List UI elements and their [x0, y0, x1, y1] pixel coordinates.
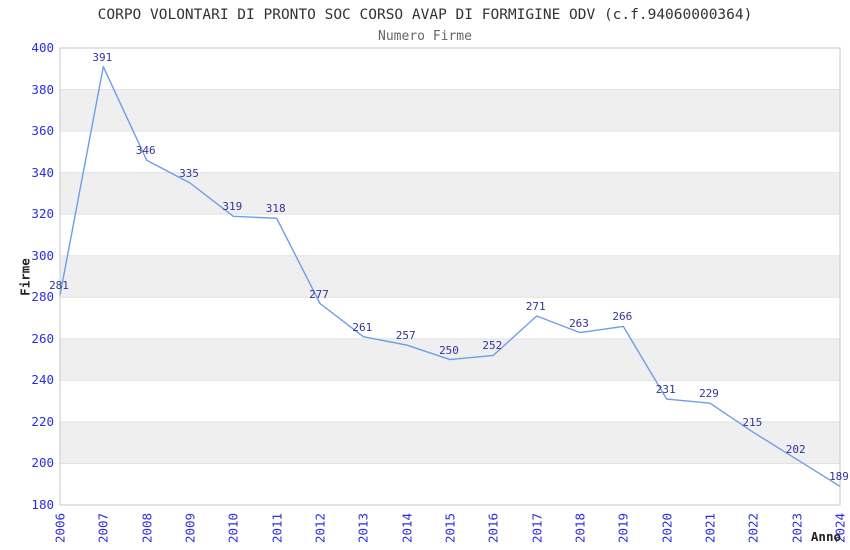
grid-band [60, 172, 840, 215]
x-tick-label: 2023 [789, 512, 805, 544]
data-point-label: 189 [829, 470, 849, 484]
x-tick-label: 2009 [182, 512, 198, 544]
plot-border [59, 47, 841, 506]
x-tick-label: 2013 [355, 512, 371, 544]
chart-subtitle: Numero Firme [378, 29, 472, 44]
data-point-label: 319 [222, 200, 243, 214]
grid-band [60, 421, 840, 464]
data-point-label: 391 [92, 50, 113, 64]
x-tick-label: 2011 [269, 512, 285, 544]
x-tick-label: 2016 [485, 512, 501, 544]
data-point-label: 318 [265, 202, 286, 216]
grid-band [60, 89, 840, 132]
data-point-label: 252 [482, 339, 503, 353]
x-tick-label: 2020 [659, 512, 675, 544]
data-point-label: 266 [612, 310, 633, 324]
x-tick-label: 2017 [529, 512, 545, 544]
y-tick-label: 360 [31, 123, 54, 139]
y-tick-label: 220 [31, 413, 54, 429]
data-point-label: 257 [395, 329, 416, 343]
data-point-label: 277 [309, 287, 329, 301]
y-tick-label: 400 [31, 40, 54, 55]
x-tick-label: 2008 [139, 512, 155, 544]
y-tick-label: 260 [31, 330, 54, 346]
y-tick-label: 180 [31, 497, 54, 512]
y-tick-label: 380 [31, 81, 54, 97]
x-tick-label: 2007 [95, 512, 111, 544]
y-tick-label: 320 [31, 206, 54, 222]
y-tick-label: 240 [31, 372, 54, 388]
y-tick-label: 300 [31, 247, 54, 263]
x-tick-label: 2021 [702, 512, 718, 544]
data-point-label: 229 [699, 387, 719, 401]
data-point-label: 215 [742, 416, 763, 430]
data-point-label: 250 [439, 343, 459, 357]
data-point-label: 281 [49, 279, 69, 293]
x-tick-label: 2012 [312, 512, 328, 544]
data-point-label: 231 [655, 383, 676, 397]
x-tick-label: 2006 [52, 512, 68, 544]
x-tick-label: 2022 [745, 512, 761, 544]
x-tick-label: 2015 [442, 512, 458, 544]
grid-band [60, 255, 840, 298]
x-tick-label: 2014 [399, 512, 415, 544]
data-point-label: 263 [569, 316, 589, 330]
y-tick-label: 280 [31, 289, 54, 305]
data-point-label: 346 [135, 144, 156, 158]
data-point-label: 335 [179, 167, 199, 181]
chart-title: CORPO VOLONTARI DI PRONTO SOC CORSO AVAP… [97, 7, 753, 23]
data-point-label: 271 [525, 299, 546, 313]
series-line [59, 65, 841, 487]
x-axis-title: Anno [810, 529, 841, 544]
data-point-label: 261 [352, 320, 373, 334]
x-tick-label: 2018 [572, 512, 588, 544]
y-tick-label: 340 [31, 164, 54, 180]
x-tick-label: 2010 [225, 512, 241, 544]
y-axis-title: Firme [17, 258, 33, 296]
data-point-label: 202 [785, 443, 806, 457]
y-tick-label: 200 [31, 455, 54, 471]
x-tick-label: 2019 [615, 512, 631, 544]
